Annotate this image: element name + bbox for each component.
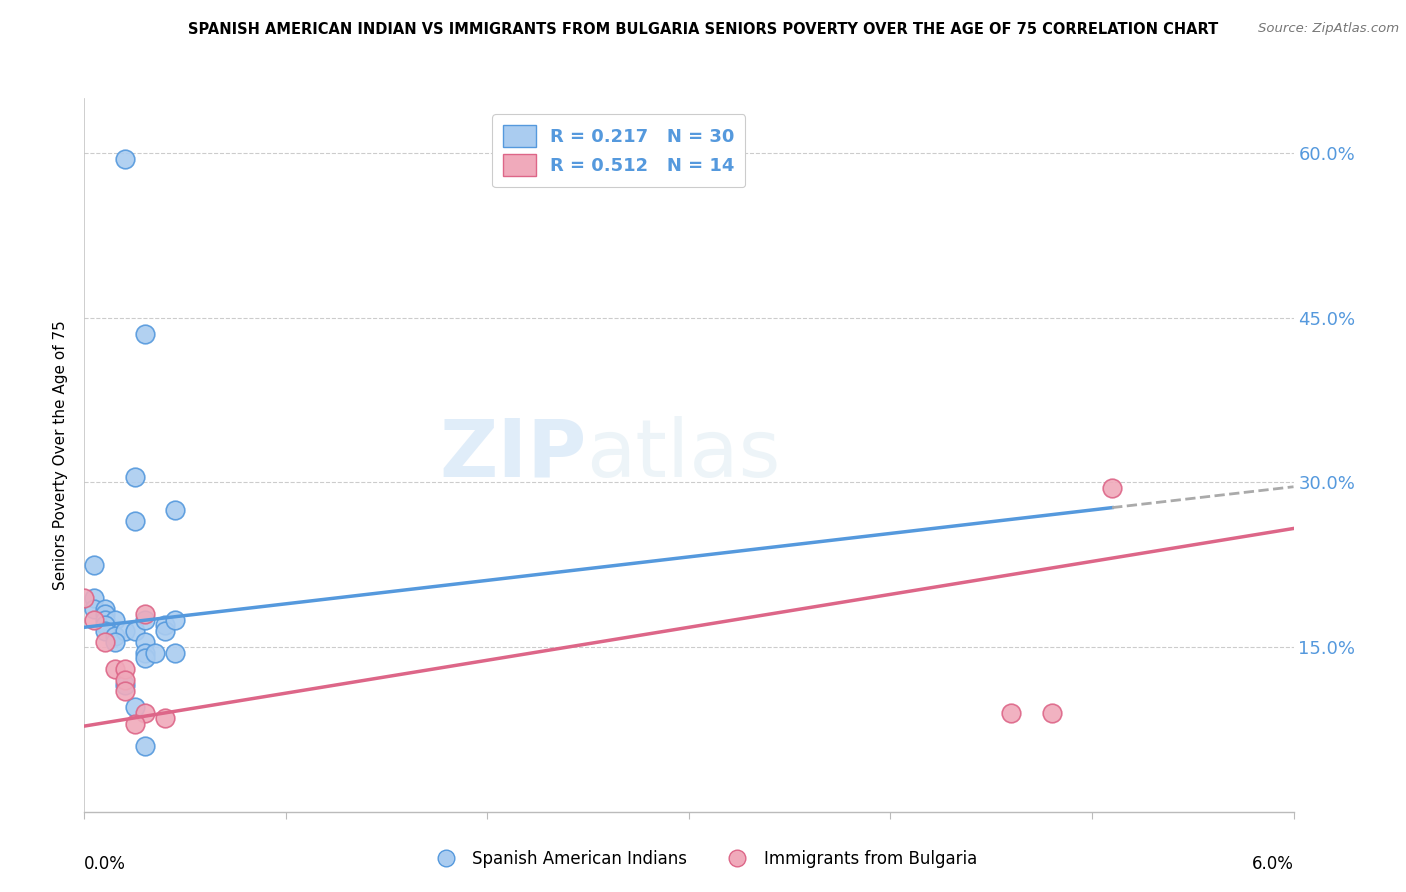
Point bbox=[114, 152, 136, 166]
Point bbox=[124, 717, 146, 731]
Point bbox=[93, 624, 115, 638]
Text: 0.0%: 0.0% bbox=[84, 855, 127, 872]
Point bbox=[104, 662, 127, 676]
Point bbox=[114, 673, 136, 687]
Point bbox=[165, 503, 187, 517]
Text: SPANISH AMERICAN INDIAN VS IMMIGRANTS FROM BULGARIA SENIORS POVERTY OVER THE AGE: SPANISH AMERICAN INDIAN VS IMMIGRANTS FR… bbox=[188, 22, 1218, 37]
Point bbox=[134, 634, 156, 648]
Point bbox=[124, 624, 146, 638]
Point bbox=[93, 618, 115, 632]
Text: ZIP: ZIP bbox=[439, 416, 586, 494]
Point bbox=[1000, 706, 1022, 720]
Point bbox=[114, 684, 136, 698]
Text: atlas: atlas bbox=[586, 416, 780, 494]
Point bbox=[124, 470, 146, 484]
Point bbox=[124, 514, 146, 528]
Point bbox=[73, 591, 96, 605]
Point bbox=[153, 618, 176, 632]
Point bbox=[165, 613, 187, 627]
Point bbox=[134, 706, 156, 720]
Text: Source: ZipAtlas.com: Source: ZipAtlas.com bbox=[1258, 22, 1399, 36]
Point bbox=[134, 646, 156, 660]
Point bbox=[153, 711, 176, 725]
Text: 6.0%: 6.0% bbox=[1251, 855, 1294, 872]
Point bbox=[1040, 706, 1063, 720]
Point bbox=[114, 662, 136, 676]
Point bbox=[165, 646, 187, 660]
Y-axis label: Seniors Poverty Over the Age of 75: Seniors Poverty Over the Age of 75 bbox=[53, 320, 69, 590]
Legend: Spanish American Indians, Immigrants from Bulgaria: Spanish American Indians, Immigrants fro… bbox=[422, 844, 984, 875]
Point bbox=[1101, 481, 1123, 495]
Point bbox=[153, 624, 176, 638]
Point bbox=[134, 651, 156, 665]
Point bbox=[93, 607, 115, 621]
Point bbox=[134, 327, 156, 342]
Point bbox=[134, 739, 156, 753]
Point bbox=[93, 634, 115, 648]
Legend: R = 0.217   N = 30, R = 0.512   N = 14: R = 0.217 N = 30, R = 0.512 N = 14 bbox=[492, 114, 745, 187]
Point bbox=[114, 678, 136, 692]
Point bbox=[124, 700, 146, 714]
Point bbox=[114, 624, 136, 638]
Point bbox=[93, 601, 115, 615]
Point bbox=[104, 613, 127, 627]
Point bbox=[104, 634, 127, 648]
Point bbox=[134, 613, 156, 627]
Point bbox=[83, 613, 105, 627]
Point bbox=[93, 613, 115, 627]
Point bbox=[143, 646, 166, 660]
Point bbox=[104, 629, 127, 643]
Point bbox=[83, 601, 105, 615]
Point bbox=[134, 607, 156, 621]
Point bbox=[83, 558, 105, 572]
Point bbox=[83, 591, 105, 605]
